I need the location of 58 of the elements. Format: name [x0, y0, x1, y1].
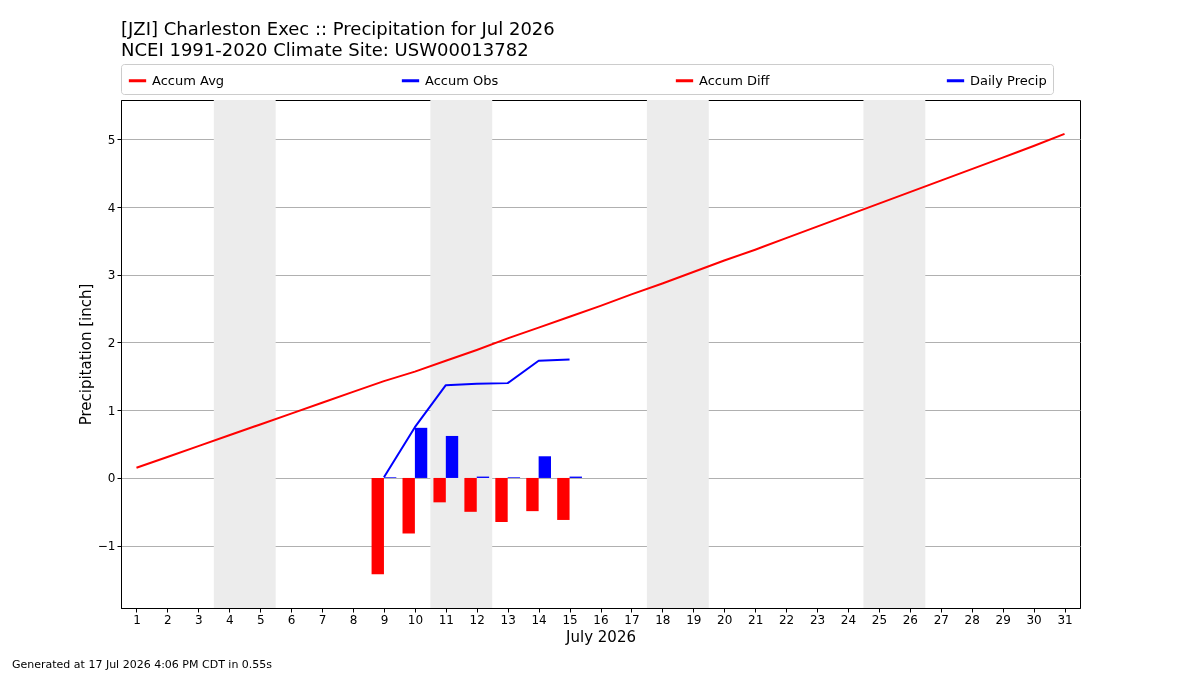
- line-series: [135, 132, 1066, 469]
- x-tick-label: 23: [809, 612, 826, 627]
- x-tick-label: 17: [624, 612, 640, 627]
- x-tick-label: 2: [164, 612, 172, 627]
- chart-title: [JZI] Charleston Exec :: Precipitation for Jul 2026: [121, 17, 555, 39]
- bar: [538, 456, 551, 478]
- legend-label: Daily Precip: [970, 72, 1047, 88]
- x-tick-label: 25: [871, 612, 888, 627]
- x-tick-label: 11: [438, 612, 454, 627]
- x-tick-label: 3: [195, 612, 203, 627]
- x-tick-label: 19: [686, 612, 702, 627]
- text: Generated at 17 Jul 2026 4:06 PM CDT in 0.55s: [12, 658, 273, 671]
- x-tick-label: 31: [1057, 612, 1073, 627]
- y-tick-label: 4: [107, 200, 116, 215]
- x-tick-label: 5: [256, 612, 265, 627]
- x-axis-title: July 2026: [565, 627, 636, 646]
- chart-subtitle: NCEI 1991-2020 Climate Site: USW00013782: [121, 38, 529, 60]
- x-tick-label: 13: [500, 612, 516, 627]
- x-tick-label: 29: [995, 612, 1011, 627]
- bar: [495, 477, 508, 522]
- x-tick-label: 12: [469, 612, 485, 627]
- legend-label: Accum Avg: [152, 72, 225, 88]
- x-tick-label: 8: [349, 612, 358, 627]
- x-tick-label: 16: [593, 612, 609, 627]
- x-tick-label: 14: [531, 612, 547, 627]
- bar: [371, 477, 384, 575]
- x-tick-label: 28: [964, 612, 980, 627]
- x-tick-label: 18: [655, 612, 671, 627]
- y-tick-label: 1: [107, 403, 116, 418]
- x-tick-label: 26: [902, 612, 918, 627]
- x-tick-label: 6: [287, 612, 296, 627]
- x-tick-label: 15: [562, 612, 578, 627]
- y-tick-label: 2: [107, 335, 116, 350]
- y-tick-label: −1: [97, 539, 116, 554]
- legend-label: Accum Diff: [699, 72, 771, 88]
- x-tick-label: 10: [407, 612, 424, 627]
- bar: [526, 477, 539, 512]
- bar: [445, 435, 459, 478]
- x-tick-label: 1: [133, 612, 141, 627]
- y-tick-label: 5: [107, 132, 116, 147]
- y-tick-label: 3: [107, 268, 116, 283]
- x-tick-label: 22: [778, 612, 795, 627]
- legend-label: Accum Obs: [425, 72, 499, 88]
- x-tick-label: 21: [748, 612, 764, 627]
- x-tick-label: 9: [380, 612, 389, 627]
- x-tick-label: 27: [933, 612, 949, 627]
- y-axis-title: Precipitation [inch]: [76, 283, 95, 426]
- bar: [433, 477, 446, 503]
- bar: [464, 477, 477, 512]
- bar: [557, 477, 570, 520]
- x-tick-label: 7: [318, 612, 327, 627]
- x-tick-label: 24: [840, 612, 857, 627]
- x-tick-label: 4: [225, 612, 234, 627]
- bar: [402, 477, 415, 534]
- x-tick-label: 20: [717, 612, 733, 627]
- x-tick-label: 30: [1026, 612, 1042, 627]
- line-series: [382, 358, 571, 479]
- y-tick-label: 0: [107, 471, 116, 486]
